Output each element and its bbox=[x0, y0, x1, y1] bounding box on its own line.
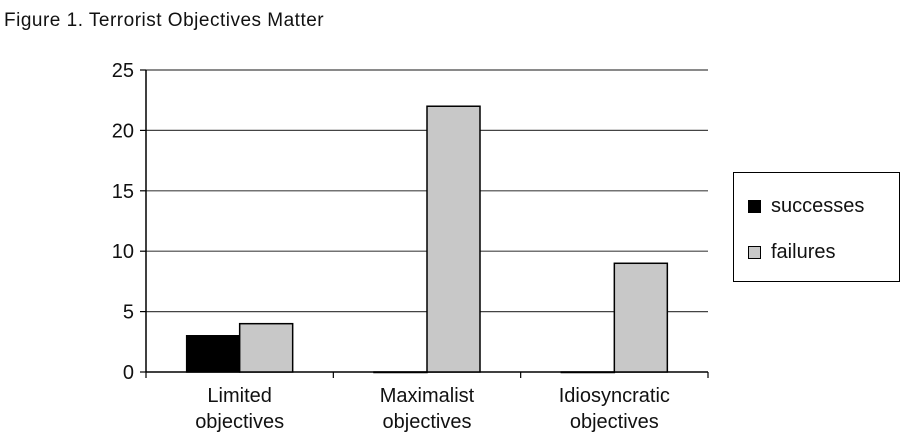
legend: successes failures bbox=[733, 172, 900, 282]
x-tick-label: Limited bbox=[207, 385, 271, 407]
legend-label-failures: failures bbox=[771, 241, 836, 263]
y-tick-label: 15 bbox=[112, 181, 134, 203]
x-tick-label: objectives bbox=[570, 411, 659, 433]
y-tick-label: 20 bbox=[112, 120, 134, 142]
bar-failures bbox=[613, 262, 669, 373]
x-tick-label: Maximalist bbox=[380, 385, 475, 407]
bar-failures bbox=[426, 105, 481, 373]
figure-title: Figure 1. Terrorist Objectives Matter bbox=[4, 10, 325, 31]
y-tick-label: 5 bbox=[123, 302, 134, 324]
y-tick-label: 0 bbox=[123, 362, 134, 384]
x-tick-label: Idiosyncratic bbox=[559, 385, 670, 407]
bar-successes bbox=[560, 371, 616, 374]
bar-failures bbox=[238, 322, 294, 373]
y-tick-label: 25 bbox=[112, 60, 134, 82]
x-tick-label: objectives bbox=[383, 411, 472, 433]
bar-successes bbox=[185, 335, 241, 373]
bar-successes bbox=[373, 371, 428, 374]
y-tick-label: 10 bbox=[112, 241, 134, 263]
legend-item-successes: successes bbox=[748, 195, 864, 218]
legend-item-failures: failures bbox=[748, 241, 835, 264]
legend-label-successes: successes bbox=[771, 195, 865, 217]
x-tick-label: objectives bbox=[195, 411, 284, 433]
legend-swatch-successes bbox=[748, 200, 761, 213]
legend-swatch-failures bbox=[748, 246, 761, 259]
